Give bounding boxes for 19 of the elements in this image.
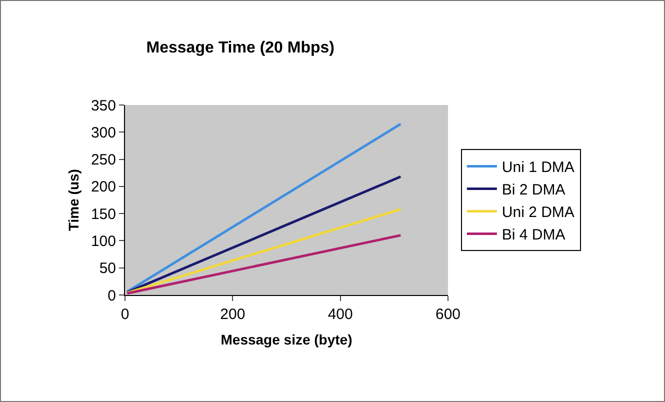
legend-label: Uni 1 DMA: [502, 159, 574, 176]
x-tick-label: 400: [328, 306, 353, 323]
legend-label: Bi 2 DMA: [502, 182, 566, 199]
x-tick-label: 200: [220, 306, 246, 323]
y-tick-label: 250: [90, 152, 116, 169]
y-tick-label: 50: [99, 260, 116, 278]
y-axis-title: Time (us): [66, 169, 82, 231]
x-axis-title: Message size (byte): [220, 331, 352, 348]
y-tick-label: 350: [90, 97, 116, 114]
y-tick-label: 100: [90, 232, 116, 250]
y-tick-label: 0: [108, 287, 116, 304]
x-tick-label: 0: [120, 306, 130, 323]
chart-title: Message Time (20 Mbps): [146, 39, 335, 56]
legend-label: Uni 2 DMA: [502, 204, 574, 222]
legend-label: Bi 4 DMA: [502, 226, 566, 244]
y-tick-label: 150: [90, 206, 116, 223]
x-tick-label: 600: [435, 306, 461, 323]
y-tick-label: 200: [90, 178, 116, 196]
y-tick-label: 300: [90, 124, 116, 142]
